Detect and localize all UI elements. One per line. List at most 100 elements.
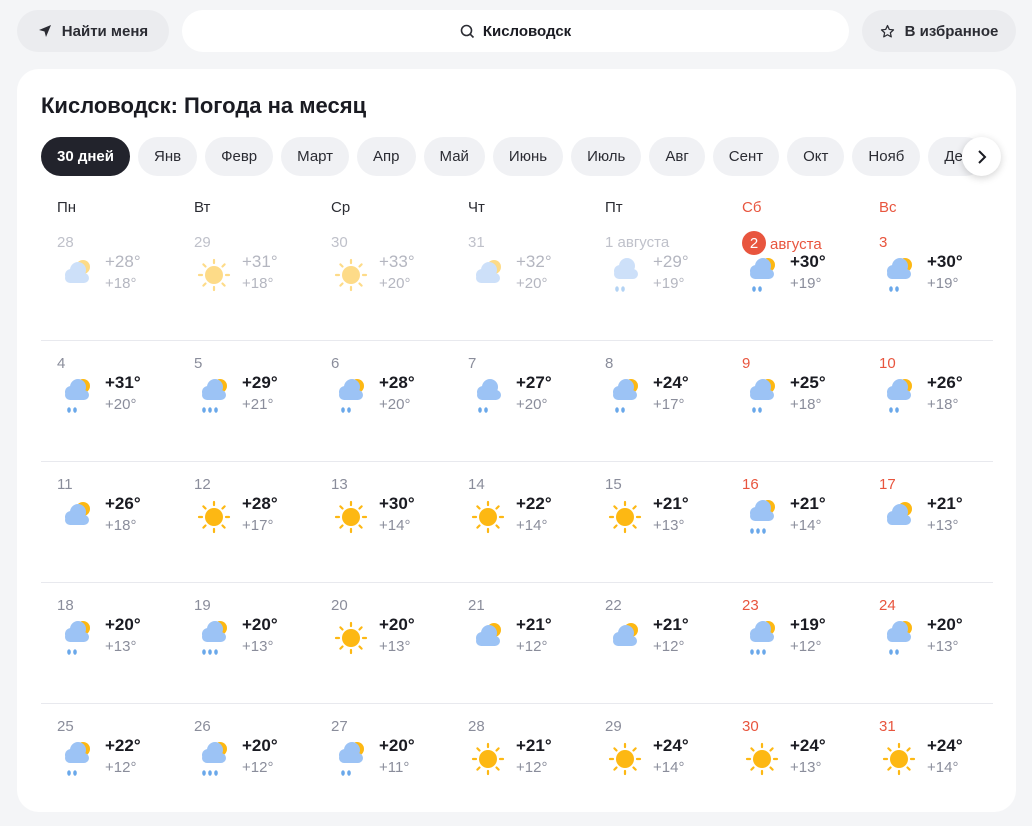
month-label: августа: [770, 236, 822, 253]
day-date: 1 августа: [605, 234, 670, 251]
day-cell[interactable]: 23 +19° +12°: [742, 597, 872, 677]
day-cell[interactable]: 31 +32° +20°: [468, 234, 598, 314]
day-cell[interactable]: 3 +30° +19°: [879, 234, 1009, 314]
day-low-temp: +13°: [927, 517, 959, 534]
day-high-temp: +24°: [653, 736, 689, 755]
tab-5[interactable]: Май: [423, 137, 485, 176]
sun-cloud-heavy-rain-icon: [194, 739, 234, 779]
day-cell[interactable]: 17 +21° +13°: [879, 476, 1009, 556]
day-cell[interactable]: 16 +21° +14°: [742, 476, 872, 556]
day-low-temp: +20°: [516, 275, 548, 292]
sun-cloud-heavy-rain-icon: [742, 618, 782, 658]
search-input[interactable]: Кисловодск: [182, 10, 849, 52]
day-cell[interactable]: 28 +21° +12°: [468, 718, 598, 798]
partly-cloudy-icon: [605, 618, 645, 658]
day-high-temp: +24°: [790, 736, 826, 755]
tab-11[interactable]: Нояб: [852, 137, 921, 176]
day-date: 8: [605, 355, 614, 372]
day-low-temp: +18°: [105, 275, 137, 292]
sun-cloud-heavy-rain-icon: [194, 618, 234, 658]
day-low-temp: +12°: [790, 638, 822, 655]
tab-7[interactable]: Июль: [571, 137, 642, 176]
day-cell[interactable]: 1 августа +29° +19°: [605, 234, 735, 314]
day-date: 7: [468, 355, 477, 372]
tab-0[interactable]: 30 дней: [41, 137, 130, 176]
day-date: 5: [194, 355, 203, 372]
tab-6[interactable]: Июнь: [492, 137, 564, 176]
sun-cloud-heavy-rain-icon: [742, 497, 782, 537]
day-high-temp: +30°: [379, 494, 415, 513]
day-high-temp: +21°: [516, 736, 552, 755]
day-cell[interactable]: 19 +20° +13°: [194, 597, 324, 677]
partly-cloudy-icon: [879, 497, 919, 537]
day-date: 21: [468, 597, 485, 614]
sun-cloud-rain-icon: [879, 376, 919, 416]
tab-8[interactable]: Авг: [649, 137, 705, 176]
day-cell[interactable]: 20 +20° +13°: [331, 597, 461, 677]
day-date: 20: [331, 597, 348, 614]
day-high-temp: +20°: [242, 615, 278, 634]
tab-1[interactable]: Янв: [138, 137, 198, 176]
day-date: 29: [605, 718, 622, 735]
day-cell[interactable]: 15 +21° +13°: [605, 476, 735, 556]
day-cell[interactable]: 9 +25° +18°: [742, 355, 872, 435]
row-divider: [41, 461, 993, 462]
day-high-temp: +22°: [105, 736, 141, 755]
tab-10[interactable]: Окт: [787, 137, 845, 176]
day-cell[interactable]: 26 +20° +12°: [194, 718, 324, 798]
day-cell[interactable]: 30 +24° +13°: [742, 718, 872, 798]
month-tabs: 30 дней Янв Февр Март Апр Май Июнь Июль Авг Сент О…: [41, 137, 1001, 176]
day-cell[interactable]: 14 +22° +14°: [468, 476, 598, 556]
day-cell[interactable]: 18 +20° +13°: [57, 597, 187, 677]
day-cell[interactable]: 28 +28° +18°: [57, 234, 187, 314]
tab-9[interactable]: Сент: [712, 137, 780, 176]
day-cell[interactable]: 4 +31° +20°: [57, 355, 187, 435]
tab-4[interactable]: Апр: [357, 137, 416, 176]
day-cell[interactable]: 30 +33° +20°: [331, 234, 461, 314]
day-cell[interactable]: 6 +28° +20°: [331, 355, 461, 435]
day-cell[interactable]: 25 +22° +12°: [57, 718, 187, 798]
day-high-temp: +21°: [653, 615, 689, 634]
day-cell[interactable]: 12 +28° +17°: [194, 476, 324, 556]
cloud-rain-icon: [468, 376, 508, 416]
row-divider: [41, 703, 993, 704]
find-me-label: Найти меня: [61, 22, 149, 40]
day-low-temp: +12°: [653, 638, 685, 655]
day-date: 28: [57, 234, 74, 251]
day-high-temp: +20°: [927, 615, 963, 634]
day-cell[interactable]: 5 +29° +21°: [194, 355, 324, 435]
day-cell[interactable]: 11 +26° +18°: [57, 476, 187, 556]
day-cell[interactable]: 22 +21° +12°: [605, 597, 735, 677]
day-low-temp: +13°: [927, 638, 959, 655]
day-high-temp: +31°: [242, 252, 278, 271]
day-high-temp: +19°: [790, 615, 826, 634]
day-low-temp: +13°: [790, 759, 822, 776]
day-low-temp: +12°: [516, 759, 548, 776]
add-to-favorites-button[interactable]: В избранное: [862, 10, 1016, 52]
day-cell[interactable]: 13 +30° +14°: [331, 476, 461, 556]
day-cell[interactable]: 27 +20° +11°: [331, 718, 461, 798]
day-date: 4: [57, 355, 66, 372]
day-cell[interactable]: 10 +26° +18°: [879, 355, 1009, 435]
day-cell[interactable]: 31 +24° +14°: [879, 718, 1009, 798]
sun-cloud-rain-icon: [742, 255, 782, 295]
tab-3[interactable]: Март: [281, 137, 350, 176]
day-cell[interactable]: 29 +31° +18°: [194, 234, 324, 314]
sun-icon: [879, 739, 919, 779]
tabs-scroll-right-button[interactable]: [962, 137, 1001, 176]
day-date: 29: [194, 234, 211, 251]
day-date: 10: [879, 355, 896, 372]
day-cell[interactable]: 24 +20° +13°: [879, 597, 1009, 677]
cloud-rain-icon: [605, 255, 645, 295]
tab-2[interactable]: Февр: [205, 137, 274, 176]
day-high-temp: +28°: [379, 373, 415, 392]
day-high-temp: +24°: [653, 373, 689, 392]
monthly-forecast-card: Кисловодск: Погода на месяц 30 дней Янв Фе…: [17, 69, 1016, 812]
day-cell[interactable]: 2 августа +30° +19°: [742, 231, 872, 314]
day-cell[interactable]: 21 +21° +12°: [468, 597, 598, 677]
find-me-button[interactable]: Найти меня: [17, 10, 169, 52]
day-cell[interactable]: 8 +24° +17°: [605, 355, 735, 435]
day-cell[interactable]: 7 +27° +20°: [468, 355, 598, 435]
day-cell[interactable]: 29 +24° +14°: [605, 718, 735, 798]
weekday-header: Сб: [742, 199, 762, 216]
